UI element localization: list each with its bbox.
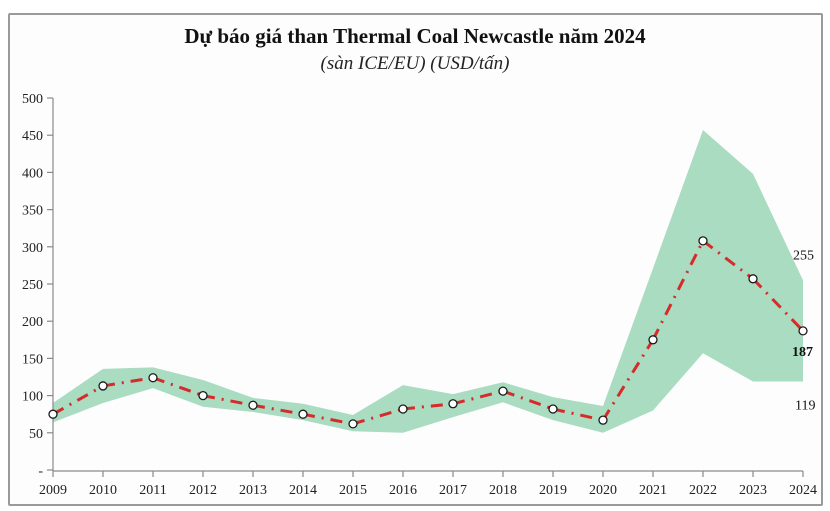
y-tick-label: - (38, 464, 43, 479)
data-point-2017 (448, 399, 458, 409)
x-tick-label: 2009 (39, 483, 67, 498)
x-tick-label: 2022 (689, 483, 717, 498)
y-tick-label: 450 (22, 129, 43, 144)
x-tick-label: 2019 (539, 483, 567, 498)
y-tick-label: 300 (22, 241, 43, 256)
chart-subtitle: (sàn ICE/EU) (USD/tấn) (320, 53, 510, 74)
price-line-layer (52, 239, 805, 426)
x-tick-label: 2011 (139, 483, 166, 498)
marker-layer (48, 236, 808, 429)
price-line-segment (502, 389, 554, 411)
data-point-2010 (98, 381, 108, 391)
chart-title: Dự báo giá than Thermal Coal Newcastle n… (184, 24, 646, 48)
price-line-segment (52, 384, 104, 416)
data-point-2013 (248, 400, 258, 410)
range-band (53, 129, 803, 433)
data-point-2012 (198, 390, 208, 401)
axes-layer: - 50 100 150 200 250 300 350 400 450 500 2009 2010 20… (22, 92, 817, 498)
x-tick-label: 2012 (189, 483, 217, 498)
data-point-2021 (648, 335, 658, 345)
x-tick-label: 2023 (739, 483, 767, 498)
price-line-segment (452, 389, 504, 406)
y-tick-label: 500 (22, 92, 43, 107)
x-tick-label: 2021 (639, 483, 667, 498)
data-point-2011 (148, 373, 158, 383)
data-point-2022 (698, 236, 708, 246)
y-tick-label: 200 (22, 315, 43, 330)
x-tick-label: 2016 (389, 483, 417, 498)
x-tick-label: 2013 (239, 483, 267, 498)
price-line-segment (751, 277, 805, 332)
data-point-2016 (398, 404, 408, 414)
price-line-segment (702, 239, 754, 280)
price-line-segment (352, 407, 404, 426)
y-tick-label: 400 (22, 166, 43, 181)
x-tick-label: 2018 (489, 483, 517, 498)
data-point-2015 (348, 419, 358, 429)
data-point-2014 (298, 409, 308, 419)
price-line-segment (102, 376, 154, 388)
price-line-segment (302, 412, 354, 426)
annotation-layer: 255 187 119 (792, 248, 815, 413)
price-line-segment (601, 339, 655, 421)
price-line-segment (651, 240, 705, 341)
x-tick-label: 2014 (289, 483, 317, 498)
y-tick-label: 100 (22, 390, 43, 405)
price-line-segment (252, 403, 304, 416)
range-band-layer (53, 129, 803, 433)
annotation-label: 255 (793, 248, 814, 263)
x-tick-label: 2024 (789, 483, 817, 498)
data-point-2009 (48, 409, 58, 419)
data-point-2023 (748, 274, 758, 284)
price-line-segment (552, 407, 604, 422)
data-point-2020 (598, 415, 608, 425)
price-line-segment (152, 376, 204, 398)
y-tick-label: 50 (29, 427, 43, 442)
data-point-2018 (498, 386, 508, 396)
x-tick-label: 2015 (339, 483, 367, 498)
data-point-2019 (548, 404, 558, 414)
y-tick-label: 250 (22, 278, 43, 293)
data-point-2024 (798, 326, 808, 336)
x-tick-label: 2017 (439, 483, 467, 498)
y-tick-label: 150 (22, 352, 43, 367)
price-line-segment (402, 402, 454, 411)
x-tick-label: 2020 (589, 483, 617, 498)
x-tick-label: 2010 (89, 483, 117, 498)
price-line-segment (202, 394, 254, 407)
annotation-label: 187 (792, 345, 813, 360)
y-tick-label: 350 (22, 204, 43, 219)
annotation-label: 119 (795, 398, 815, 413)
